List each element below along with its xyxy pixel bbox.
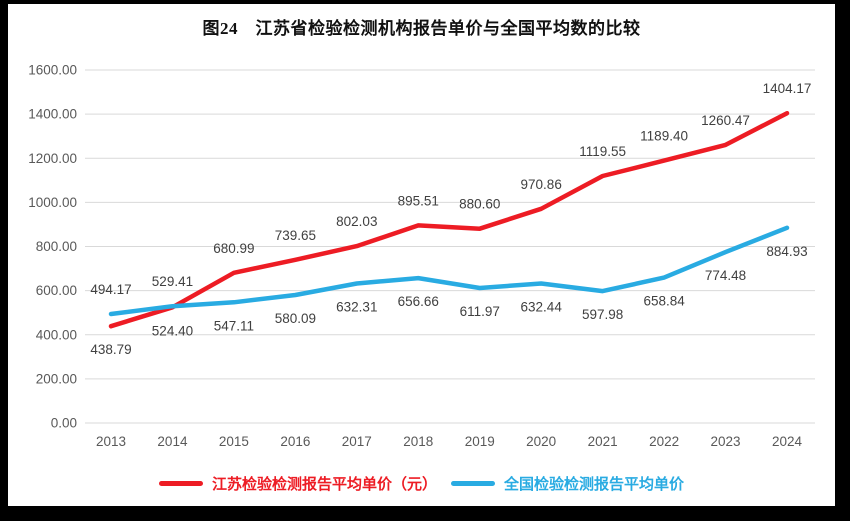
y-axis-tick-label: 600.00 [36, 283, 77, 298]
legend-item-national: 全国检验检测报告平均单价 [451, 473, 684, 494]
data-label: 611.97 [460, 304, 500, 319]
chart-title: 图24 江苏省检验检测机构报告单价与全国平均数的比较 [202, 19, 641, 38]
x-axis-tick-label: 2024 [772, 434, 803, 449]
x-axis-tick-label: 2016 [280, 434, 310, 449]
data-label: 895.51 [398, 193, 439, 208]
data-label: 680.99 [213, 241, 254, 256]
y-axis-tick-label: 400.00 [36, 327, 77, 342]
data-label: 494.17 [90, 282, 131, 297]
y-axis-tick-label: 1400.00 [28, 107, 77, 122]
legend-line-red-icon [158, 481, 203, 486]
data-label: 438.79 [90, 342, 131, 357]
data-label: 739.65 [275, 228, 316, 243]
data-label: 656.66 [398, 294, 439, 309]
data-label: 774.48 [705, 268, 746, 283]
x-axis-tick-label: 2015 [219, 434, 249, 449]
data-label: 1189.40 [640, 129, 688, 144]
legend-label-national: 全国检验检测报告平均单价 [504, 476, 685, 493]
y-axis-tick-label: 1600.00 [28, 63, 77, 78]
x-axis-tick-label: 2021 [588, 434, 618, 449]
data-label: 632.31 [336, 299, 377, 314]
x-axis-tick-label: 2014 [157, 434, 188, 449]
y-axis-tick-label: 0.00 [51, 416, 77, 431]
x-axis-tick-label: 2018 [403, 434, 433, 449]
data-label: 1404.17 [763, 81, 812, 96]
x-axis-tick-label: 2019 [465, 434, 495, 449]
data-label: 547.11 [214, 318, 254, 333]
data-label: 1119.55 [579, 144, 626, 159]
data-label: 802.03 [336, 214, 377, 229]
chart-page: 图24 江苏省检验检测机构报告单价与全国平均数的比较 0.00 200.00 400… [8, 4, 835, 506]
y-axis-tick-label: 200.00 [36, 371, 77, 386]
series-line-1 [108, 225, 790, 317]
data-label: 632.44 [521, 299, 563, 314]
x-axis-tick-label: 2023 [711, 434, 741, 449]
y-axis-tick-label: 1200.00 [28, 151, 77, 166]
data-label: 524.40 [152, 323, 193, 338]
data-label: 580.09 [275, 311, 316, 326]
legend-item-jiangsu: 江苏检验检测报告平均单价（元） [158, 473, 437, 494]
x-axis-tick-label: 2020 [526, 434, 556, 449]
chart-legend: 江苏检验检测报告平均单价（元） 全国检验检测报告平均单价 [8, 473, 835, 494]
data-label: 529.41 [152, 274, 193, 289]
data-label: 880.60 [459, 197, 500, 212]
x-axis-tick-label: 2022 [649, 434, 679, 449]
data-label: 658.84 [643, 294, 685, 309]
y-axis-tick-label: 800.00 [36, 239, 77, 254]
data-label: 884.93 [766, 244, 807, 259]
x-axis-tick-label: 2013 [96, 434, 126, 449]
legend-label-jiangsu: 江苏检验检测报告平均单价（元） [211, 476, 437, 493]
data-label: 970.86 [521, 177, 562, 192]
y-axis-tick-label: 1000.00 [28, 195, 77, 210]
legend-line-blue-icon [451, 481, 495, 486]
data-label: 597.98 [582, 307, 623, 322]
line-chart: 0.00 200.00 400.00 600.00 800.00 1000.00 1200.… [28, 63, 815, 449]
data-label: 1260.47 [701, 113, 750, 128]
series-line-0 [108, 110, 790, 329]
x-axis-tick-label: 2017 [342, 434, 372, 449]
